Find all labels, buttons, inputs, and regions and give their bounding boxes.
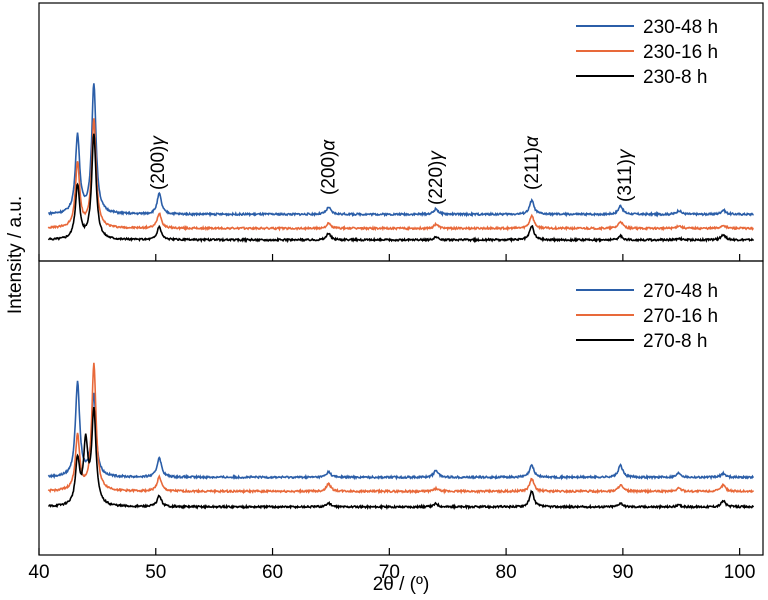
x-tick-label: 100 (724, 562, 756, 583)
peak-label: (311)γ (615, 148, 636, 202)
x-tick-label: 60 (262, 562, 283, 583)
peak-label: (200)α (319, 139, 340, 195)
legend-label: 230-48 h (643, 17, 718, 38)
x-axis-ticks (38, 254, 741, 555)
bottom-panel-frame (38, 260, 764, 556)
legend-label: 230-8 h (643, 67, 707, 88)
x-tick-label: 40 (28, 562, 49, 583)
series-line-270-16h (47, 362, 754, 495)
legend-label: 230-16 h (643, 42, 718, 63)
peak-label-phase: γ (426, 150, 447, 161)
peak-label-index: (311) (615, 159, 636, 202)
peak-label-index: (211) (522, 147, 543, 190)
series-line-230-16h (47, 118, 754, 232)
peak-label-phase: α (522, 135, 543, 147)
peak-label-phase: α (319, 139, 340, 151)
legend-label: 270-48 h (643, 281, 718, 302)
legends: 230-48 h 230-16 h 230-8 h 270-48 h 270-16 h 2… (576, 17, 718, 352)
peak-label: (220)γ (426, 150, 447, 205)
x-tick-label: 90 (612, 562, 633, 583)
peak-label: (211)α (522, 135, 543, 190)
peak-label-index: (200) (319, 151, 340, 195)
x-tick-label: 80 (496, 562, 517, 583)
series-layer (47, 83, 755, 511)
series-line-270-8h (48, 407, 755, 511)
x-axis-title: 2θ / (º) (373, 574, 430, 595)
x-tick-label: 70 (379, 562, 400, 583)
peak-label-index: (200) (148, 146, 169, 190)
peak-labels: (200)γ(200)α(220)γ (211)α(311)γ (148, 135, 636, 205)
x-axis-tick-labels: 40 50 60 70 80 90 100 (28, 562, 755, 583)
legend-label: 270-8 h (643, 331, 707, 352)
peak-label-phase: γ (148, 135, 169, 146)
x-tick-label: 50 (145, 562, 166, 583)
series-line-230-8h (47, 133, 755, 244)
peak-label-index: (220) (426, 161, 447, 205)
series-line-270-48h (47, 380, 754, 481)
peak-label: (200)γ (148, 135, 169, 190)
series-line-230-48h (48, 83, 754, 218)
y-axis-title: Intensity / a.u. (5, 196, 26, 314)
peak-label-phase: γ (615, 148, 636, 159)
legend-label: 270-16 h (643, 306, 718, 327)
